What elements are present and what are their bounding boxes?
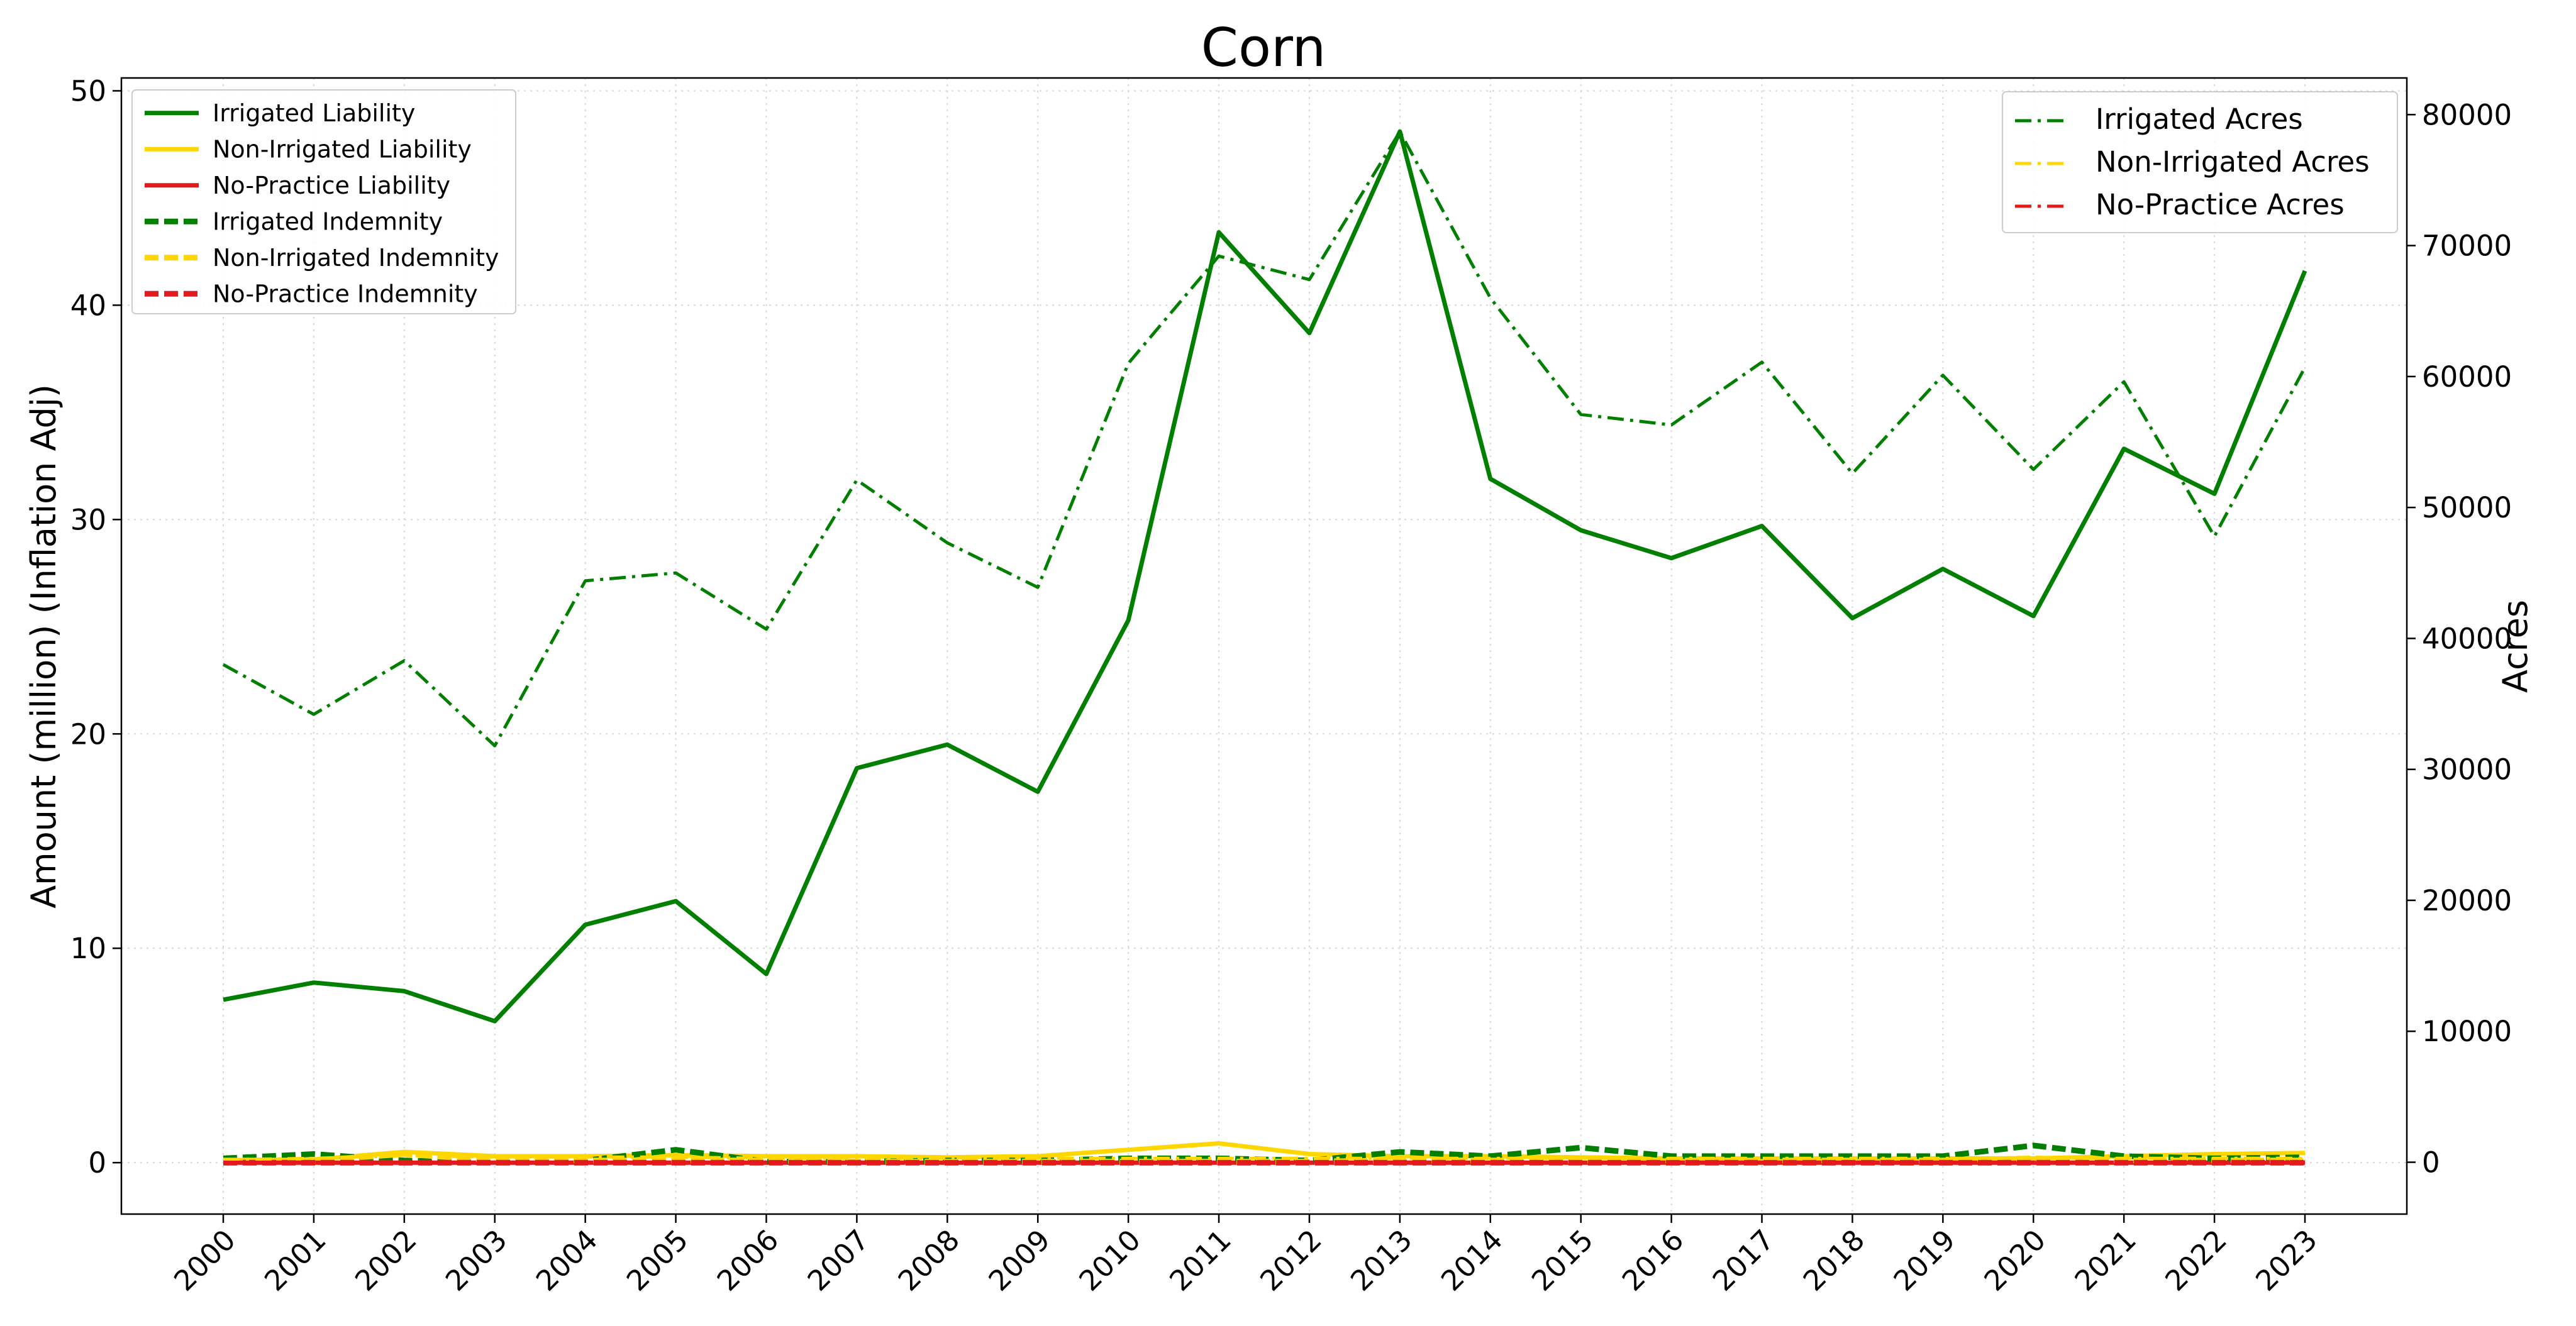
y2-tick-label: 10000 (2422, 1015, 2512, 1048)
x-tick-label: 2012 (1253, 1223, 1328, 1297)
x-tick-label: 2023 (2249, 1223, 2323, 1297)
x-tick-label: 2006 (711, 1223, 785, 1297)
y2-tick-label: 80000 (2422, 98, 2512, 131)
legend-box (2002, 91, 2398, 233)
y-axis-label-left: Amount (million) (Inflation Adj) (24, 384, 64, 909)
x-tick-label: 2018 (1797, 1223, 1871, 1297)
y-tick-label: 20 (70, 717, 106, 751)
series-layer (222, 129, 2307, 1166)
left-y-axis: 0 10 20 30 40 50 (70, 74, 121, 1180)
legend-label-no-practice-indemnity: No-Practice Indemnity (213, 280, 478, 307)
y2-tick-label: 70000 (2422, 229, 2512, 263)
series-line-non-irrigated-acres (223, 1154, 2305, 1161)
x-tick-label: 2007 (801, 1223, 875, 1297)
series-line-irrigated-liability (223, 129, 2307, 1024)
legend-label-no-practice-liability: No-Practice Liability (213, 172, 450, 199)
legend-label-non-irrigated-acres: Non-Irrigated Acres (2096, 145, 2370, 179)
x-tick-label: 2016 (1616, 1223, 1690, 1297)
x-tick-label: 2001 (258, 1223, 332, 1297)
x-tick-label: 2005 (620, 1223, 694, 1297)
x-tick-label: 2002 (348, 1223, 423, 1297)
x-tick-label: 2015 (1525, 1223, 1599, 1297)
x-axis: 2000 2001 2002 2003 2004 2005 2006 2007 2008 2009… (167, 1214, 2324, 1298)
x-tick-label: 2022 (2158, 1223, 2233, 1297)
x-tick-label: 2017 (1706, 1223, 1780, 1297)
y2-tick-label: 30000 (2422, 753, 2512, 787)
y-tick-label: 0 (88, 1146, 106, 1180)
x-tick-label: 2013 (1344, 1223, 1418, 1297)
legend-label-irrigated-acres: Irrigated Acres (2096, 102, 2303, 136)
x-tick-label: 2000 (167, 1223, 242, 1297)
legend-box (131, 89, 516, 314)
y-tick-label: 10 (70, 932, 106, 965)
x-tick-label: 2019 (1887, 1223, 1962, 1297)
legend-label-irrigated-indemnity: Irrigated Indemnity (213, 207, 443, 235)
x-tick-label: 2014 (1435, 1223, 1509, 1297)
right-y-axis: 0 10000 20000 30000 40000 50000 60000 70000 8000… (2407, 98, 2512, 1180)
x-tick-label: 2020 (1978, 1223, 2052, 1297)
x-tick-label: 2004 (530, 1223, 604, 1297)
y2-tick-label: 40000 (2422, 622, 2512, 655)
y2-tick-label: 20000 (2422, 884, 2512, 917)
legend-right: Irrigated Acres Non-Irrigated Acres No-Pra… (2002, 91, 2398, 233)
x-tick-label: 2009 (982, 1223, 1057, 1297)
y-axis-label-right: Acres (2496, 600, 2535, 693)
legend-label-non-irrigated-liability: Non-Irrigated Liability (213, 135, 472, 163)
y2-tick-label: 60000 (2422, 360, 2512, 394)
legend-label-non-irrigated-indemnity: Non-Irrigated Indemnity (213, 244, 499, 272)
x-tick-label: 2003 (439, 1223, 513, 1297)
x-tick-label: 2011 (1163, 1223, 1237, 1297)
legend-label-no-practice-acres: No-Practice Acres (2096, 188, 2345, 221)
plot-frame (120, 77, 2408, 1215)
legend-label-irrigated-liability: Irrigated Liability (213, 99, 415, 127)
chart-title: Corn (1201, 17, 1326, 79)
series-line-irrigated-acres (222, 130, 2307, 748)
x-tick-label: 2008 (892, 1223, 966, 1297)
x-tick-label: 2010 (1072, 1223, 1146, 1297)
legend-left: Irrigated Liability Non-Irrigated Liabili… (131, 89, 516, 314)
y2-tick-label: 50000 (2422, 491, 2512, 524)
y-tick-label: 40 (70, 289, 106, 322)
y2-tick-label: 0 (2422, 1146, 2440, 1180)
x-tick-label: 2021 (2068, 1223, 2142, 1297)
y-tick-label: 50 (70, 74, 106, 108)
y-tick-label: 30 (70, 503, 106, 536)
